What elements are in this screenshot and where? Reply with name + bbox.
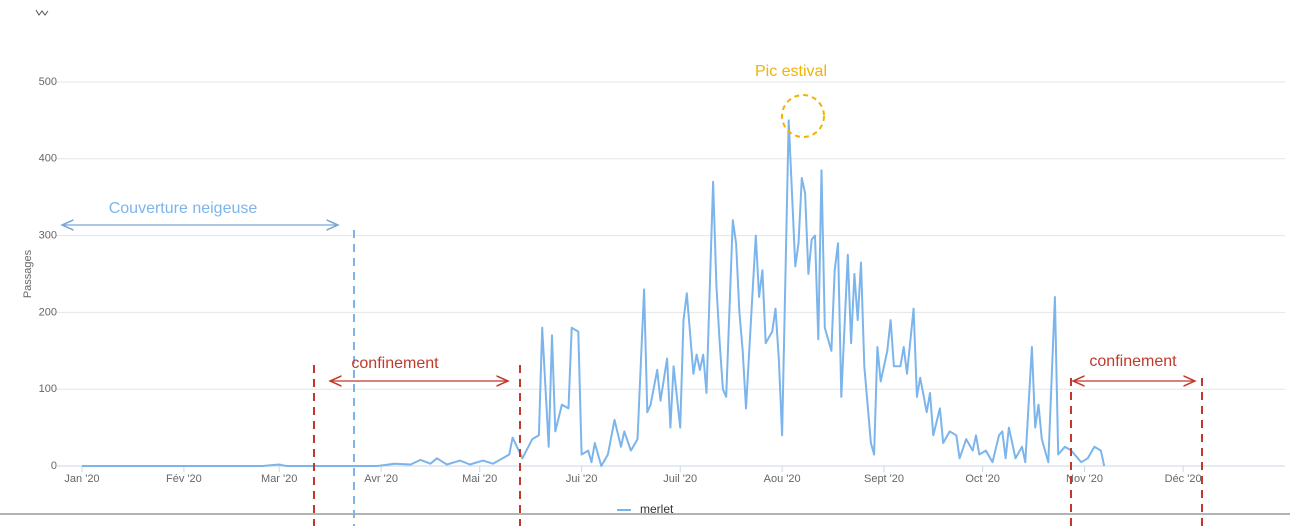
legend-label: merlet [640, 502, 674, 516]
line [82, 119, 1106, 467]
annotation: confinement [1089, 353, 1177, 370]
y-tick-label: 100 [39, 383, 57, 395]
x-tick-label: Mai '20 [462, 473, 497, 485]
x-tick-label: Avr '20 [364, 473, 398, 485]
y-tick-label: 0 [51, 460, 57, 472]
annotation: Pic estival [755, 63, 827, 80]
plot: 0 100 200 300 400 500 Jan '20 Fév '20 Mar '20 Avr… [39, 76, 1285, 485]
x-tick-label: Sept '20 [864, 473, 904, 485]
x-tick-label: Déc '20 [1165, 473, 1202, 485]
y-tick-label: 500 [39, 76, 57, 88]
peak-circle [781, 94, 825, 138]
x-tick-label: Aou '20 [764, 473, 801, 485]
x-tick-label: Oct '20 [965, 473, 1000, 485]
annotation: confinement [351, 355, 439, 372]
x-tick-label: Mar '20 [261, 473, 297, 485]
x-tick-label: Juil '20 [663, 473, 697, 485]
annotation: Couverture neigeuse [109, 200, 258, 217]
x-tick-label: Jui '20 [566, 473, 597, 485]
y-tick-label: 400 [39, 153, 57, 165]
icon [35, 9, 49, 16]
x-tick-label: Nov '20 [1066, 473, 1103, 485]
y-tick-label: 200 [39, 306, 57, 318]
y-tick-label: 300 [39, 230, 57, 242]
legend: merlet [617, 502, 674, 516]
y-axis-label: Passages [22, 249, 34, 298]
x-tick-label: Jan '20 [64, 473, 99, 485]
x-tick-label: Fév '20 [166, 473, 202, 485]
